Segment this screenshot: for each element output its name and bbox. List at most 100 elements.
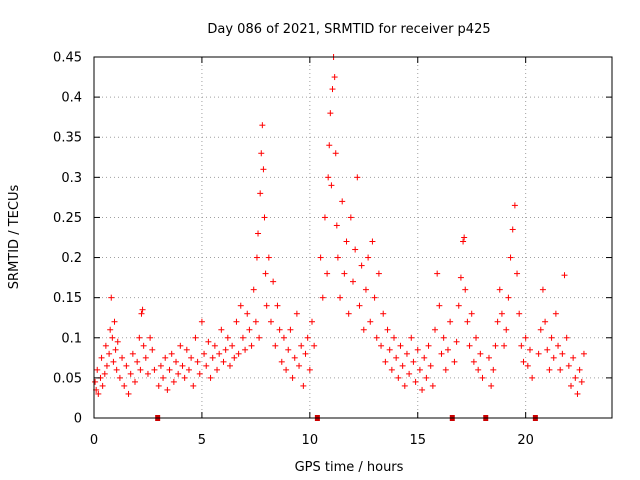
data-point (149, 346, 156, 353)
data-point (526, 346, 533, 353)
data-point (427, 362, 434, 369)
data-point (406, 370, 413, 377)
x-tick-label: 10 (302, 433, 319, 448)
data-point (129, 350, 136, 357)
data-point (350, 278, 356, 285)
data-point (263, 302, 270, 309)
data-point (565, 362, 572, 369)
data-point (136, 334, 143, 341)
data-point (283, 366, 290, 373)
data-point (337, 294, 344, 301)
data-point (248, 342, 255, 349)
data-point (214, 366, 221, 373)
data-point (461, 234, 468, 241)
data-point (317, 254, 324, 261)
data-point (488, 382, 495, 389)
data-point (438, 350, 445, 357)
data-point (326, 142, 333, 149)
data-point (274, 302, 281, 309)
data-point (464, 318, 471, 325)
data-point (451, 358, 458, 365)
data-point (190, 382, 197, 389)
data-point (539, 286, 546, 293)
data-point (211, 342, 218, 349)
data-point (209, 354, 216, 361)
data-point (333, 222, 340, 229)
data-point (246, 326, 253, 333)
data-point (501, 342, 508, 349)
chart-title: Day 086 of 2021, SRMTID for receiver p42… (207, 22, 490, 37)
data-point (429, 382, 436, 389)
data-point (259, 122, 266, 129)
data-point (285, 346, 292, 353)
data-point (175, 370, 182, 377)
data-point (371, 294, 378, 301)
y-tick-label: 0.2 (61, 251, 82, 266)
data-point (226, 362, 233, 369)
data-point (155, 382, 162, 389)
data-point (434, 270, 441, 277)
data-point (403, 350, 410, 357)
data-point (253, 254, 260, 261)
data-point (397, 342, 404, 349)
data-point (196, 370, 203, 377)
data-point (332, 150, 339, 157)
data-point (147, 334, 154, 341)
data-point (164, 386, 171, 393)
data-point (276, 326, 283, 333)
data-point (237, 302, 244, 309)
data-point (112, 346, 119, 353)
data-point (138, 310, 145, 317)
data-point (414, 346, 421, 353)
data-point (205, 338, 212, 345)
data-point (574, 390, 581, 397)
data-point (401, 382, 408, 389)
data-point (121, 382, 128, 389)
data-point (157, 362, 164, 369)
data-point (485, 354, 492, 361)
data-point (343, 238, 350, 245)
data-point (181, 374, 188, 381)
data-point (137, 366, 144, 373)
data-point (498, 310, 505, 317)
data-point (103, 362, 110, 369)
data-point (503, 326, 510, 333)
data-point (425, 342, 432, 349)
data-point (257, 190, 264, 197)
data-point (440, 334, 447, 341)
data-point (522, 334, 529, 341)
data-point (479, 374, 486, 381)
data-point (457, 274, 464, 281)
data-point (460, 238, 467, 245)
data-point (567, 382, 574, 389)
data-point (188, 354, 195, 361)
data-point (511, 202, 518, 209)
data-point (287, 326, 294, 333)
data-point (496, 286, 503, 293)
data-point (347, 214, 354, 221)
data-point (386, 346, 393, 353)
data-point (537, 326, 544, 333)
data-point (306, 366, 313, 373)
plot-frame (93, 56, 613, 419)
data-point (140, 342, 147, 349)
data-point (107, 326, 114, 333)
data-point (267, 318, 274, 325)
data-point (113, 366, 120, 373)
data-point (419, 386, 426, 393)
data-point (518, 342, 525, 349)
data-point (393, 354, 400, 361)
data-point (367, 318, 374, 325)
data-point (321, 214, 328, 221)
data-point (102, 342, 109, 349)
data-point (258, 150, 265, 157)
data-point (378, 342, 385, 349)
data-point (365, 254, 372, 261)
data-point (362, 286, 369, 293)
data-point (563, 334, 570, 341)
data-point (179, 362, 186, 369)
data-point (262, 270, 269, 277)
data-point (293, 310, 300, 317)
data-point (369, 238, 376, 245)
data-point (233, 318, 240, 325)
